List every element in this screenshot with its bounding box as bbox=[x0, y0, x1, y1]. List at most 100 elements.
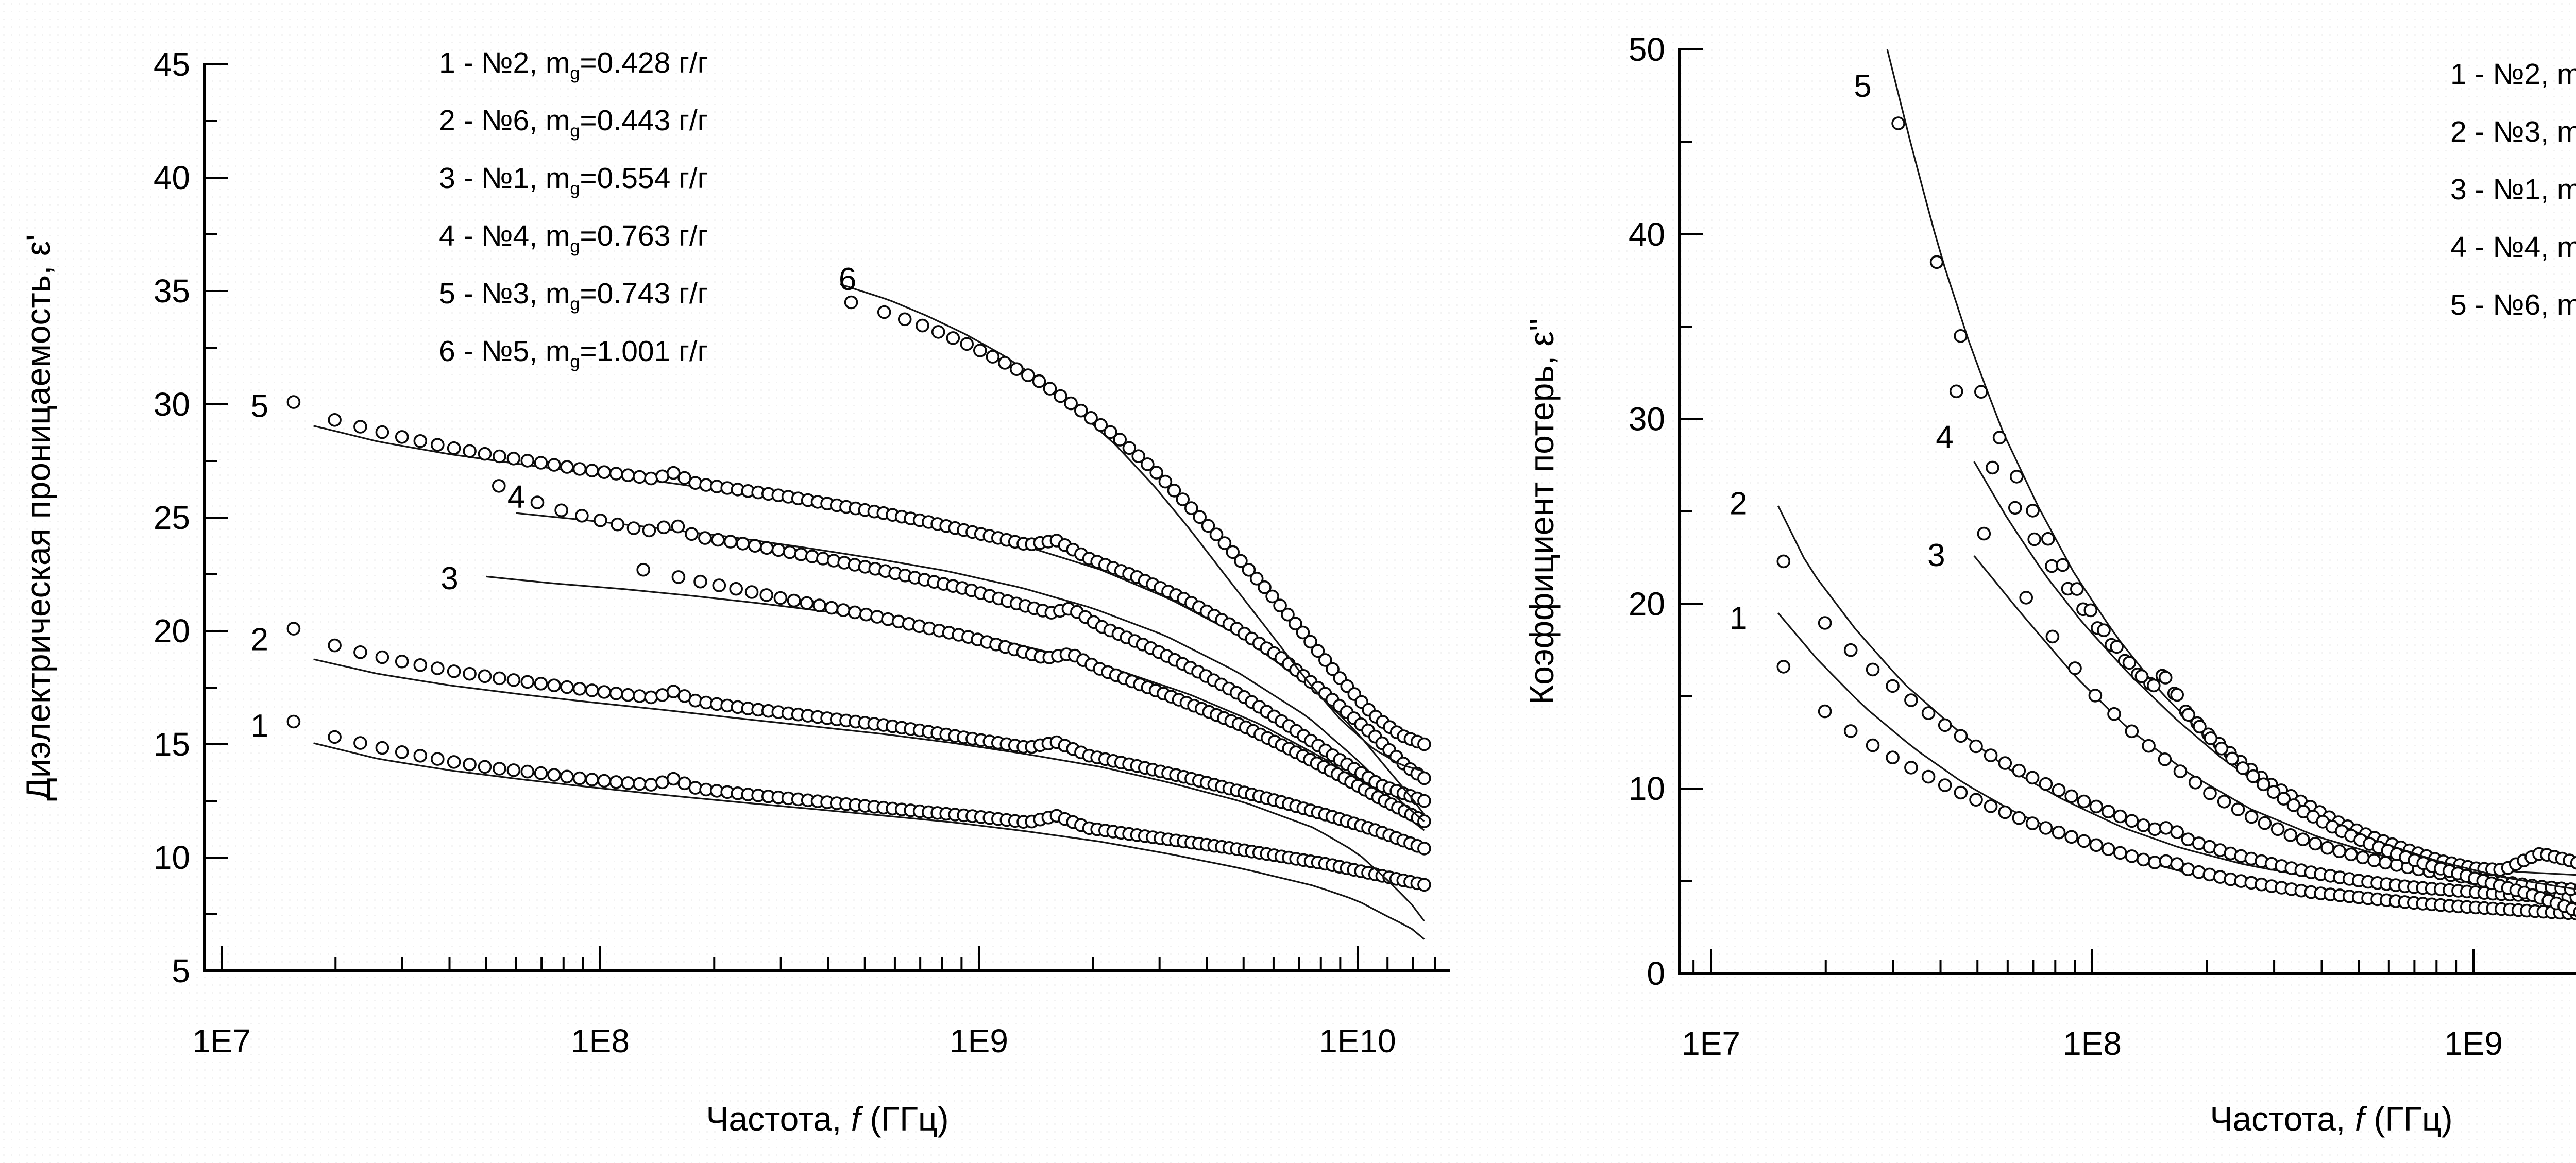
left-chart-x-axis-title: Частота, f (ГГц) bbox=[706, 1099, 948, 1138]
y-tick-label: 40 bbox=[154, 159, 190, 196]
data-point bbox=[2344, 847, 2358, 862]
data-point bbox=[2244, 810, 2259, 824]
data-point bbox=[1929, 255, 1944, 269]
data-point bbox=[506, 673, 521, 687]
data-point bbox=[1974, 385, 1988, 399]
data-point bbox=[520, 675, 535, 689]
data-point bbox=[633, 777, 647, 791]
data-point bbox=[671, 570, 686, 584]
data-point bbox=[2204, 731, 2218, 745]
data-point bbox=[1141, 457, 1155, 471]
data-point bbox=[1949, 384, 1963, 399]
data-point bbox=[2257, 777, 2270, 792]
curve-label-1: 1 bbox=[1730, 601, 1747, 636]
curve-label-5: 5 bbox=[1854, 69, 1871, 104]
data-point bbox=[413, 658, 428, 672]
right-chart-y-axis-title: Коэффициент потерь, ε'' bbox=[1522, 318, 1561, 705]
y-tick-label: 10 bbox=[1629, 770, 1665, 807]
data-point bbox=[748, 539, 762, 553]
data-point bbox=[2355, 850, 2370, 865]
data-point bbox=[572, 682, 587, 696]
data-point bbox=[2070, 582, 2084, 596]
data-point bbox=[478, 669, 492, 683]
data-point bbox=[666, 772, 681, 786]
data-point bbox=[1249, 572, 1264, 586]
curve-label-3: 3 bbox=[440, 561, 458, 596]
data-point bbox=[2573, 907, 2576, 918]
y-tick-label: 20 bbox=[1629, 585, 1665, 622]
data-point bbox=[1921, 706, 1936, 720]
data-point bbox=[2173, 764, 2188, 778]
data-point bbox=[877, 305, 891, 319]
data-point bbox=[633, 689, 647, 703]
data-point bbox=[286, 714, 301, 729]
data-point bbox=[520, 764, 535, 779]
data-point bbox=[520, 454, 535, 468]
x-ticks: 1E7 1E8 1E9 1E10 bbox=[192, 946, 1436, 1059]
data-point bbox=[328, 730, 342, 744]
data-point bbox=[812, 598, 826, 612]
model-line-4 bbox=[1973, 461, 2576, 876]
data-point bbox=[621, 688, 635, 702]
data-point bbox=[771, 543, 786, 557]
data-point bbox=[1417, 794, 1431, 808]
curve-label-3: 3 bbox=[1927, 538, 1945, 573]
data-point bbox=[759, 588, 773, 602]
data-point bbox=[1084, 411, 1098, 425]
data-point bbox=[816, 552, 830, 566]
model-line-1 bbox=[313, 742, 1425, 940]
data-point bbox=[413, 749, 428, 763]
data-point bbox=[1094, 418, 1108, 432]
data-point bbox=[633, 470, 647, 484]
measured-points-4 bbox=[492, 479, 1431, 808]
data-point bbox=[609, 467, 623, 481]
measured-points-3 bbox=[636, 562, 1431, 828]
data-point bbox=[1998, 756, 2012, 770]
data-point bbox=[1986, 460, 1999, 475]
y-tick-label: 40 bbox=[1629, 216, 1665, 253]
data-point bbox=[1938, 778, 1952, 792]
data-point bbox=[916, 318, 929, 333]
series-layer bbox=[286, 283, 1431, 940]
data-point bbox=[2367, 853, 2381, 867]
measured-points-1 bbox=[1776, 660, 2576, 921]
x-tick-label: 1E10 bbox=[1319, 1022, 1396, 1059]
y-ticks: 0 10 20 30 40 50 bbox=[1629, 31, 1703, 992]
data-point bbox=[2203, 786, 2217, 800]
measured-points-6 bbox=[844, 295, 1431, 751]
data-point bbox=[2235, 761, 2250, 775]
data-point bbox=[657, 520, 671, 535]
data-point bbox=[597, 465, 611, 480]
data-point bbox=[960, 337, 974, 351]
legend-entry: 1 - №2, mg=0.487 г/г bbox=[2450, 58, 2576, 91]
y-axis-title-text: Диэлектрическая проницаемость, ε' bbox=[19, 234, 57, 801]
x-axis-title-var: f bbox=[2354, 1100, 2365, 1138]
data-point bbox=[463, 757, 477, 772]
data-point bbox=[506, 763, 521, 777]
data-point bbox=[1064, 396, 1078, 411]
y-tick-label: 15 bbox=[154, 726, 190, 763]
data-point bbox=[2564, 882, 2576, 896]
data-point bbox=[736, 537, 750, 551]
data-point bbox=[2088, 689, 2103, 703]
data-point bbox=[1977, 526, 1991, 541]
data-point bbox=[492, 479, 506, 493]
data-point bbox=[395, 655, 409, 669]
chart-loss-factor: 010203040501E71E81E91E1012345 bbox=[1629, 31, 2576, 1062]
data-point bbox=[2083, 603, 2098, 618]
data-point bbox=[1296, 625, 1310, 640]
data-point bbox=[1209, 527, 1224, 541]
data-point bbox=[597, 774, 611, 788]
data-point bbox=[1281, 607, 1295, 622]
data-point bbox=[1201, 519, 1215, 533]
data-point bbox=[2064, 789, 2078, 803]
y-tick-label: 50 bbox=[1629, 31, 1665, 68]
data-point bbox=[698, 531, 712, 545]
data-point bbox=[1009, 362, 1024, 377]
model-line-6 bbox=[840, 283, 1425, 773]
data-point bbox=[1891, 116, 1905, 130]
data-point bbox=[2193, 720, 2207, 734]
data-point bbox=[2320, 841, 2334, 855]
x-tick-label: 1E9 bbox=[950, 1022, 1008, 1059]
data-point bbox=[1258, 580, 1272, 594]
